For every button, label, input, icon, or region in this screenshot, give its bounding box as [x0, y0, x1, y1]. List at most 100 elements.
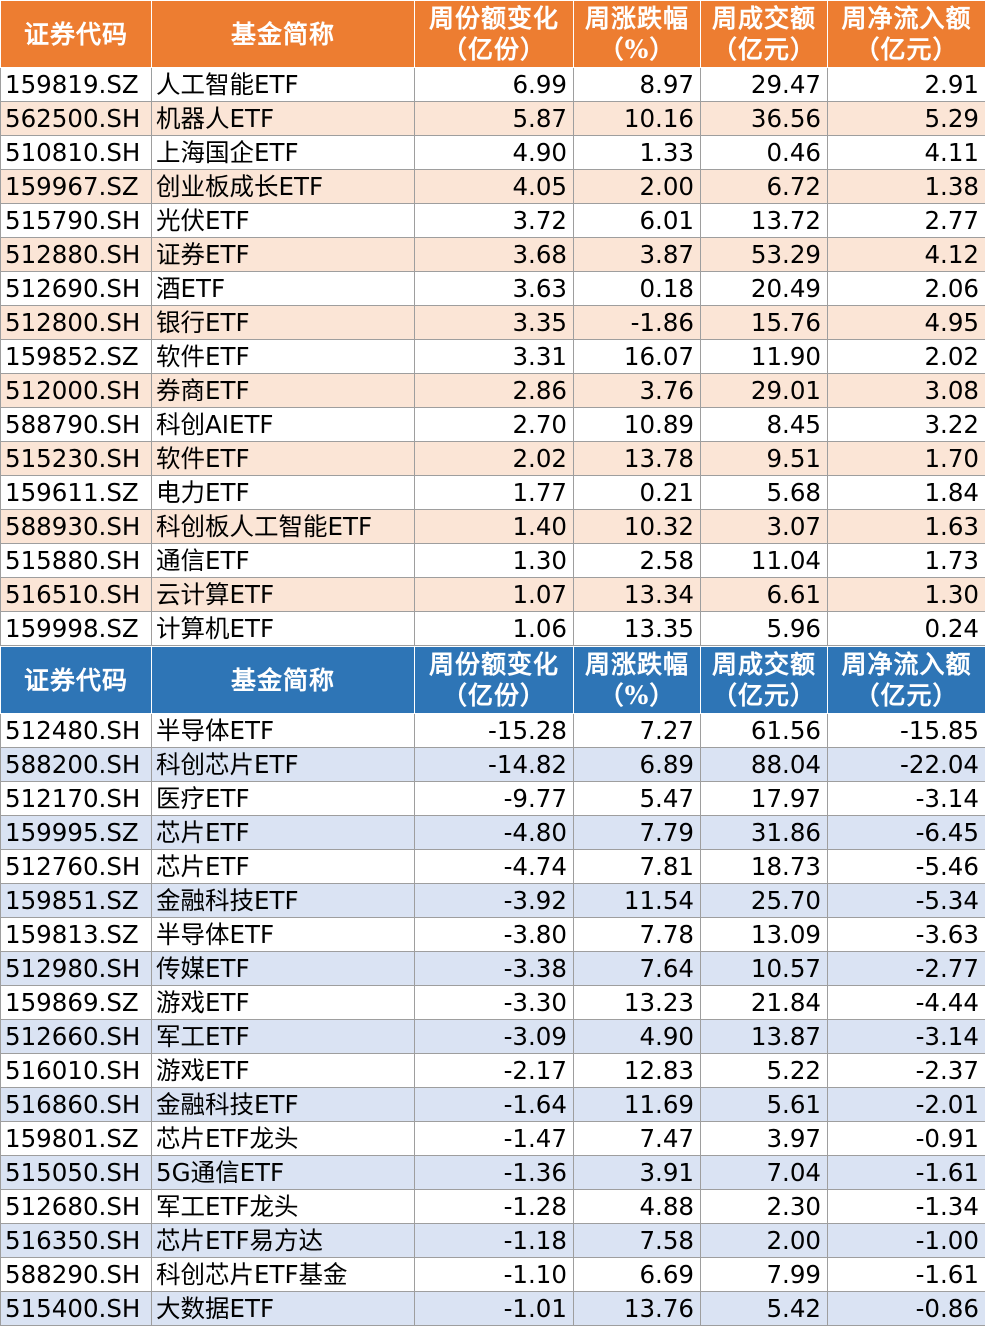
cell-name: 金融科技ETF — [151, 1087, 415, 1122]
cell-name: 光伏ETF — [151, 203, 415, 238]
cell-code: 512690.SH — [0, 271, 152, 306]
cell-pct-change: 4.90 — [573, 1019, 701, 1054]
cell-code: 588930.SH — [0, 509, 152, 544]
cell-name: 游戏ETF — [151, 1053, 415, 1088]
cell-code: 159998.SZ — [0, 611, 152, 646]
cell-pct-change: 3.91 — [573, 1155, 701, 1190]
cell-turnover: 7.99 — [700, 1257, 828, 1292]
cell-net-inflow: -6.45 — [827, 815, 985, 850]
cell-name: 软件ETF — [151, 441, 415, 476]
header-code: 证券代码 — [0, 646, 152, 714]
cell-turnover: 5.61 — [700, 1087, 828, 1122]
cell-pct-change: 4.88 — [573, 1189, 701, 1224]
cell-share-change: -3.09 — [414, 1019, 574, 1054]
cell-net-inflow: 1.73 — [827, 543, 985, 578]
table-row: 512690.SH 酒ETF 3.63 0.18 20.49 2.06 — [0, 271, 985, 306]
header-code: 证券代码 — [0, 0, 152, 68]
cell-code: 516510.SH — [0, 577, 152, 612]
cell-name: 银行ETF — [151, 305, 415, 340]
cell-share-change: 4.05 — [414, 169, 574, 204]
cell-pct-change: 13.78 — [573, 441, 701, 476]
cell-pct-change: 1.33 — [573, 135, 701, 170]
cell-code: 512480.SH — [0, 713, 152, 748]
cell-code: 515880.SH — [0, 543, 152, 578]
cell-net-inflow: 3.08 — [827, 373, 985, 408]
header-name: 基金简称 — [151, 0, 415, 68]
header-turnover: 周成交额 （亿元） — [700, 0, 828, 68]
cell-pct-change: 12.83 — [573, 1053, 701, 1088]
cell-share-change: 5.87 — [414, 101, 574, 136]
cell-turnover: 11.04 — [700, 543, 828, 578]
cell-turnover: 17.97 — [700, 781, 828, 816]
table-row: 159813.SZ 半导体ETF -3.80 7.78 13.09 -3.63 — [0, 917, 985, 952]
cell-net-inflow: 1.84 — [827, 475, 985, 510]
cell-code: 159995.SZ — [0, 815, 152, 850]
cell-code: 159801.SZ — [0, 1121, 152, 1156]
cell-turnover: 21.84 — [700, 985, 828, 1020]
cell-pct-change: 10.32 — [573, 509, 701, 544]
cell-name: 证券ETF — [151, 237, 415, 272]
cell-net-inflow: 2.02 — [827, 339, 985, 374]
table-row: 512000.SH 券商ETF 2.86 3.76 29.01 3.08 — [0, 373, 985, 408]
table-row: 159852.SZ 软件ETF 3.31 16.07 11.90 2.02 — [0, 339, 985, 374]
cell-net-inflow: 1.38 — [827, 169, 985, 204]
header-name: 基金简称 — [151, 646, 415, 714]
header-share-change: 周份额变化 （亿份） — [414, 0, 574, 68]
cell-name: 科创板人工智能ETF — [151, 509, 415, 544]
cell-name: 科创芯片ETF — [151, 747, 415, 782]
table-row: 588200.SH 科创芯片ETF -14.82 6.89 88.04 -22.04 — [0, 747, 985, 782]
cell-net-inflow: -2.77 — [827, 951, 985, 986]
cell-share-change: -15.28 — [414, 713, 574, 748]
cell-share-change: 1.30 — [414, 543, 574, 578]
cell-net-inflow: -0.86 — [827, 1291, 985, 1326]
cell-turnover: 13.72 — [700, 203, 828, 238]
cell-share-change: -9.77 — [414, 781, 574, 816]
cell-code: 562500.SH — [0, 101, 152, 136]
table-row: 562500.SH 机器人ETF 5.87 10.16 36.56 5.29 — [0, 101, 985, 136]
header-pct-change: 周涨跌幅 （%） — [573, 0, 701, 68]
cell-net-inflow: -5.46 — [827, 849, 985, 884]
cell-share-change: 2.86 — [414, 373, 574, 408]
cell-pct-change: 13.35 — [573, 611, 701, 646]
cell-share-change: -1.36 — [414, 1155, 574, 1190]
cell-code: 159611.SZ — [0, 475, 152, 510]
cell-pct-change: 7.79 — [573, 815, 701, 850]
cell-share-change: 1.40 — [414, 509, 574, 544]
cell-turnover: 6.61 — [700, 577, 828, 612]
cell-turnover: 15.76 — [700, 305, 828, 340]
cell-share-change: 2.02 — [414, 441, 574, 476]
cell-net-inflow: 4.12 — [827, 237, 985, 272]
cell-code: 512660.SH — [0, 1019, 152, 1054]
table-row: 159967.SZ 创业板成长ETF 4.05 2.00 6.72 1.38 — [0, 169, 985, 204]
cell-net-inflow: -1.61 — [827, 1257, 985, 1292]
cell-pct-change: 5.47 — [573, 781, 701, 816]
cell-turnover: 36.56 — [700, 101, 828, 136]
cell-pct-change: -1.86 — [573, 305, 701, 340]
table-row: 512170.SH 医疗ETF -9.77 5.47 17.97 -3.14 — [0, 781, 985, 816]
outflow-header-row: 证券代码 基金简称 周份额变化 （亿份） 周涨跌幅 （%） 周成交额 （亿元） 周净流… — [0, 646, 985, 714]
cell-code: 159819.SZ — [0, 67, 152, 102]
cell-code: 159813.SZ — [0, 917, 152, 952]
cell-code: 512800.SH — [0, 305, 152, 340]
cell-share-change: 1.06 — [414, 611, 574, 646]
cell-pct-change: 0.18 — [573, 271, 701, 306]
table-row: 159995.SZ 芯片ETF -4.80 7.79 31.86 -6.45 — [0, 815, 985, 850]
table-row: 159819.SZ 人工智能ETF 6.99 8.97 29.47 2.91 — [0, 67, 985, 102]
cell-pct-change: 0.21 — [573, 475, 701, 510]
cell-turnover: 5.68 — [700, 475, 828, 510]
cell-share-change: 3.68 — [414, 237, 574, 272]
cell-turnover: 3.97 — [700, 1121, 828, 1156]
table-row: 588930.SH 科创板人工智能ETF 1.40 10.32 3.07 1.63 — [0, 509, 985, 544]
cell-net-inflow: 0.24 — [827, 611, 985, 646]
cell-net-inflow: -3.14 — [827, 1019, 985, 1054]
cell-turnover: 29.01 — [700, 373, 828, 408]
table-row: 516510.SH 云计算ETF 1.07 13.34 6.61 1.30 — [0, 577, 985, 612]
cell-pct-change: 13.23 — [573, 985, 701, 1020]
cell-name: 芯片ETF易方达 — [151, 1223, 415, 1258]
cell-name: 云计算ETF — [151, 577, 415, 612]
cell-name: 券商ETF — [151, 373, 415, 408]
cell-pct-change: 6.69 — [573, 1257, 701, 1292]
cell-net-inflow: -5.34 — [827, 883, 985, 918]
table-row: 512980.SH 传媒ETF -3.38 7.64 10.57 -2.77 — [0, 951, 985, 986]
table-row: 516350.SH 芯片ETF易方达 -1.18 7.58 2.00 -1.00 — [0, 1223, 985, 1258]
